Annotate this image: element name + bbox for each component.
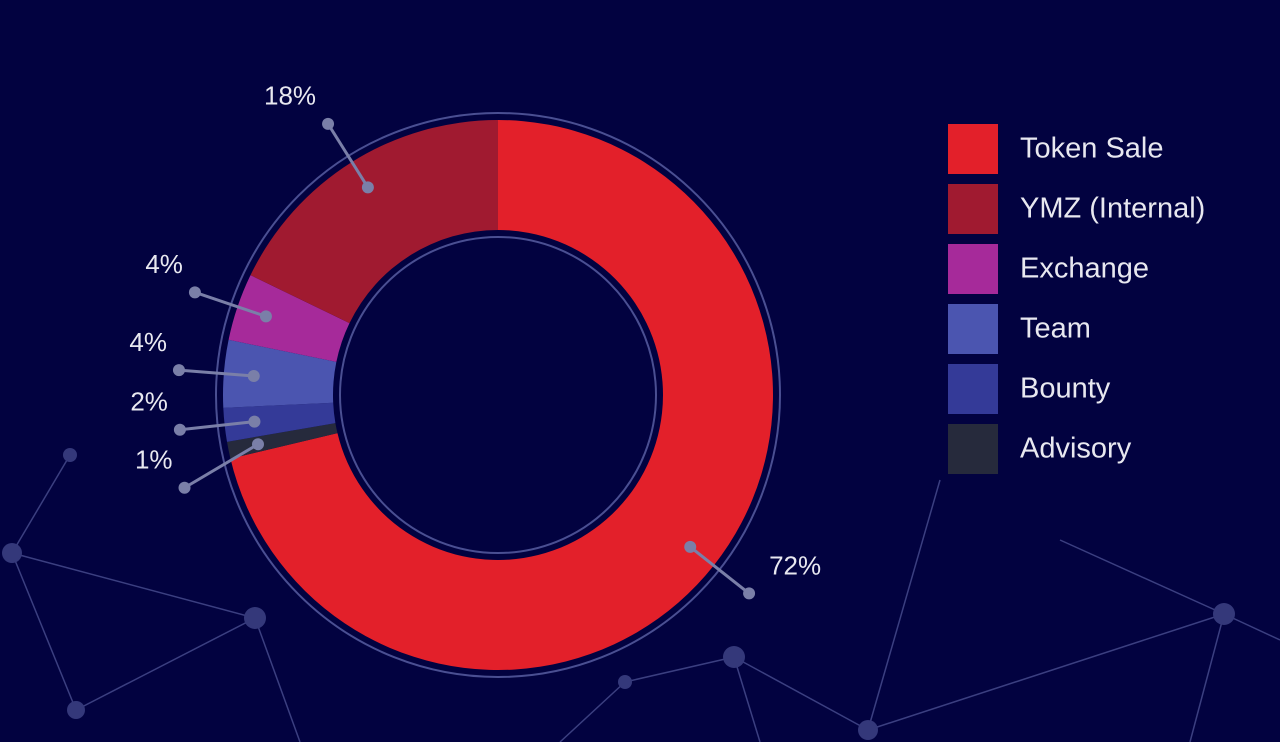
slice xyxy=(223,402,336,442)
outer-ring xyxy=(215,112,781,678)
value-label: 1% xyxy=(135,445,173,475)
legend-label: Advisory xyxy=(1020,433,1132,465)
leader-line xyxy=(689,545,751,595)
leader-line xyxy=(183,442,259,490)
leader-dot xyxy=(248,415,261,428)
leader-line xyxy=(179,420,255,432)
leader-dot xyxy=(178,481,191,494)
leader-line xyxy=(178,368,254,378)
network-decoration xyxy=(2,448,1280,742)
leader-dot xyxy=(188,286,201,299)
legend: Token Sale YMZ (Internal) Exchange Team Boun… xyxy=(948,124,1205,474)
legend-swatch xyxy=(948,184,998,234)
slice xyxy=(223,339,337,408)
leader-dot xyxy=(743,587,756,600)
legend-swatch xyxy=(948,424,998,474)
labels: 72% 1% 2% 4% 4% 18% xyxy=(129,81,821,600)
leader-line xyxy=(194,290,267,318)
leader-dot xyxy=(259,310,272,323)
value-label: 72% xyxy=(769,550,821,580)
value-label: 4% xyxy=(129,327,167,357)
legend-label: Token Sale xyxy=(1020,133,1164,165)
slice xyxy=(227,423,338,459)
leader-dot xyxy=(322,117,335,130)
slice xyxy=(250,120,498,324)
legend-label: Team xyxy=(1020,313,1091,345)
leader-dot xyxy=(247,369,260,382)
leader-dot xyxy=(173,423,186,436)
legend-label: Bounty xyxy=(1020,373,1111,405)
legend-swatch xyxy=(948,364,998,414)
slice xyxy=(230,120,773,670)
slices xyxy=(223,120,773,670)
value-label: 4% xyxy=(145,249,183,279)
legend-label: Exchange xyxy=(1020,253,1149,285)
leader-dot xyxy=(684,540,697,553)
leader-line xyxy=(326,123,370,189)
leader-dot xyxy=(251,438,264,451)
legend-swatch xyxy=(948,304,998,354)
leader-dot xyxy=(172,364,185,377)
legend-swatch xyxy=(948,244,998,294)
legend-swatch xyxy=(948,124,998,174)
legend-label: YMZ (Internal) xyxy=(1020,193,1205,225)
leader-dot xyxy=(361,181,374,194)
slice xyxy=(228,275,350,362)
value-label: 18% xyxy=(264,81,316,111)
value-label: 2% xyxy=(130,387,168,417)
inner-ring xyxy=(339,236,657,554)
